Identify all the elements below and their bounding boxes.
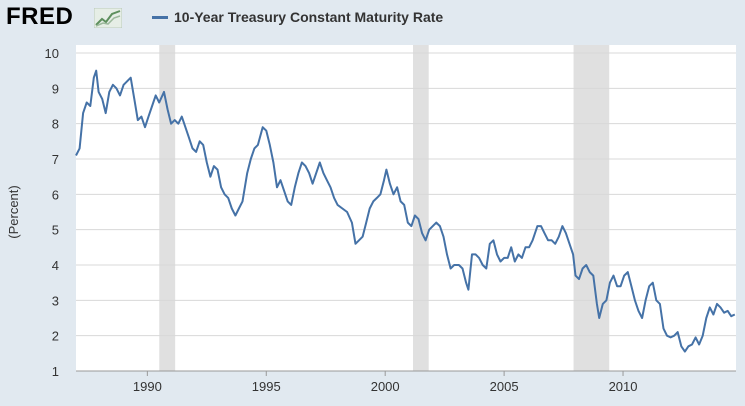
recession-band-2 <box>413 45 429 371</box>
y-tick-label-7: 7 <box>52 152 59 167</box>
x-tick-label-2005: 2005 <box>490 379 519 394</box>
y-tick-label-6: 6 <box>52 187 59 202</box>
y-tick-label-2: 2 <box>52 329 59 344</box>
y-tick-label-1: 1 <box>52 364 59 379</box>
y-axis-ticks: 1 2 3 4 5 6 7 8 9 10 <box>45 46 59 379</box>
grid-lines <box>76 52 736 372</box>
x-tick-label-1990: 1990 <box>133 379 162 394</box>
x-axis-ticks: 1990 1995 2000 2005 2010 <box>133 371 638 394</box>
recession-band-1 <box>159 45 176 371</box>
y-tick-label-3: 3 <box>52 293 59 308</box>
recession-band-3 <box>573 45 610 371</box>
y-tick-label-5: 5 <box>52 223 59 238</box>
chart-legend: 10-Year Treasury Constant Maturity Rate <box>152 9 443 25</box>
y-tick-label-8: 8 <box>52 117 59 132</box>
x-tick-label-2010: 2010 <box>609 379 638 394</box>
series-line-10-year-treasury <box>75 69 736 353</box>
x-tick-label-2000: 2000 <box>371 379 400 394</box>
fred-logo-chart-icon <box>94 8 122 28</box>
y-tick-label-4: 4 <box>52 258 59 273</box>
y-tick-label-10: 10 <box>45 46 59 61</box>
recession-bands <box>159 45 610 371</box>
x-tick-label-1995: 1995 <box>252 379 281 394</box>
legend-series-title: 10-Year Treasury Constant Maturity Rate <box>174 9 444 25</box>
y-axis-label: (Percent) <box>6 185 21 238</box>
plot-area <box>76 45 736 371</box>
y-tick-label-9: 9 <box>52 81 59 96</box>
legend-swatch <box>152 15 168 19</box>
fred-logo: FRED <box>6 3 74 30</box>
